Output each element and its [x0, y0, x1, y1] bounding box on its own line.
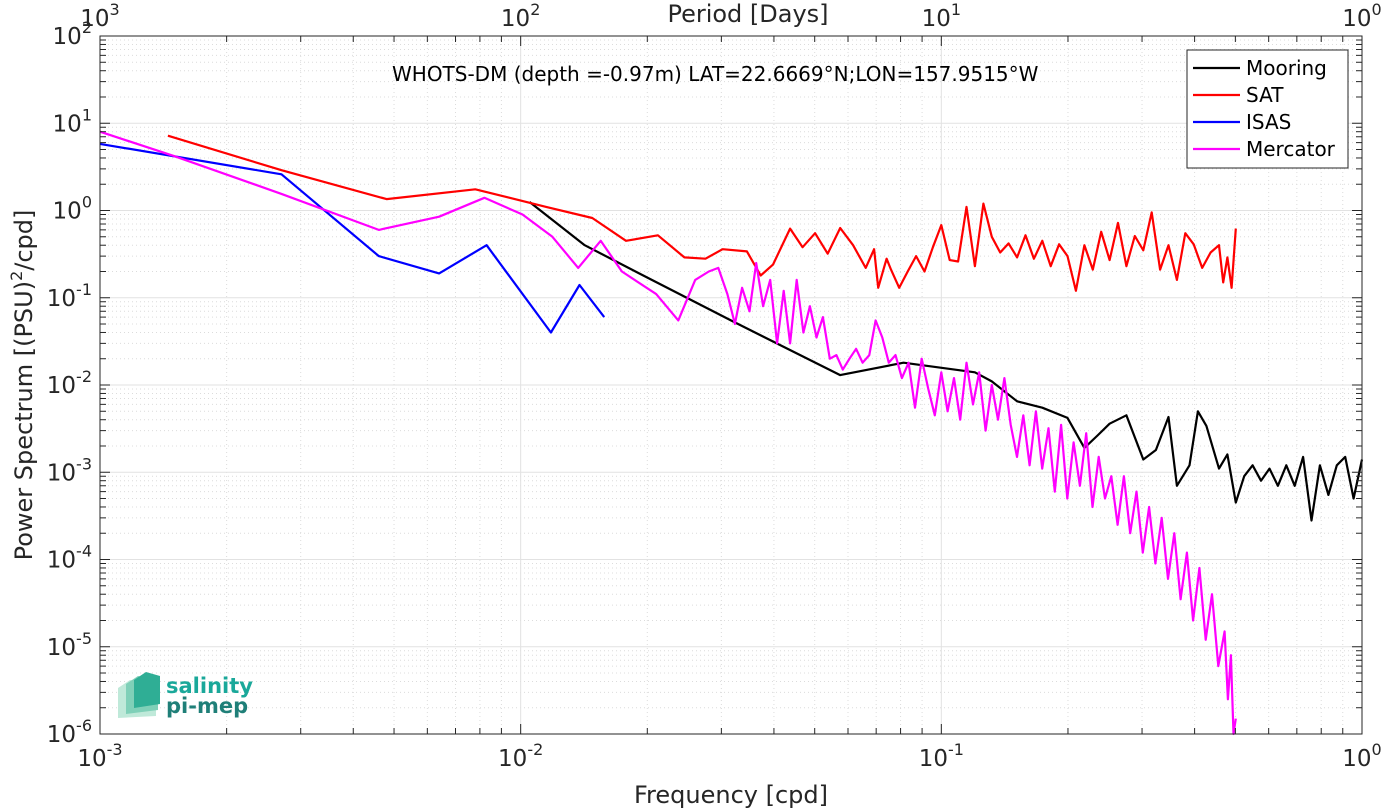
- y-tick-label-exp: 0: [82, 193, 92, 212]
- x-tick-label: 10-2: [498, 740, 543, 772]
- series-line-isas: [99, 142, 606, 334]
- top-tick-label: 102: [501, 0, 540, 32]
- top-tick-label: 100: [1342, 0, 1381, 32]
- legend-items: Mooring SAT ISAS Mercator: [1193, 56, 1336, 161]
- x-tick-label-base: 10: [919, 746, 948, 772]
- y-tick-label: 102: [53, 18, 92, 50]
- series-line-mooring: [528, 201, 1364, 522]
- y-axis-title-tail: /cpd]: [10, 210, 38, 271]
- x-tick-label-base: 10: [1342, 746, 1371, 772]
- y-tick-label-base: 10: [53, 199, 82, 225]
- y-tick-label-exp: 2: [82, 18, 92, 37]
- legend-label-mooring: Mooring: [1246, 56, 1327, 80]
- top-tick-label: 101: [922, 0, 961, 32]
- top-tick-label-base: 10: [922, 6, 951, 32]
- y-axis-title: Power Spectrum [(PSU)2/cpd]: [7, 210, 38, 561]
- y-tick-label-base: 10: [47, 460, 76, 486]
- y-tick-label: 101: [53, 105, 92, 137]
- y-tick-label-base: 10: [53, 111, 82, 137]
- legend: Mooring SAT ISAS Mercator: [1186, 49, 1349, 169]
- tick-marks: [99, 35, 1363, 735]
- y-tick-label-exp: -5: [76, 629, 92, 648]
- y-tick-label: 10-4: [47, 542, 92, 574]
- series-layer: [99, 130, 1364, 736]
- x-tick-label-exp: 0: [1372, 740, 1382, 759]
- y-tick-label-exp: -2: [76, 367, 92, 386]
- x-tick-label: 10-3: [77, 740, 122, 772]
- top-tick-label-base: 10: [80, 6, 109, 32]
- x-axis-title: Frequency [cpd]: [634, 781, 828, 809]
- x-tick-label-exp: -1: [948, 740, 964, 759]
- y-axis-title-sup: 2: [7, 271, 26, 281]
- y-tick-label: 10-2: [47, 367, 92, 399]
- logo-text-pi-mep: pi-mep: [166, 694, 248, 718]
- top-tick-label-base: 10: [501, 6, 530, 32]
- x-tick-label-exp: -2: [527, 740, 543, 759]
- y-tick-label-base: 10: [47, 548, 76, 574]
- y-tick-label-exp: -1: [76, 280, 92, 299]
- y-tick-label: 10-3: [47, 454, 92, 486]
- y-tick-label-base: 10: [47, 286, 76, 312]
- x-tick-label-base: 10: [498, 746, 527, 772]
- x-tick-label: 100: [1342, 740, 1381, 772]
- x-tick-label: 10-1: [919, 740, 964, 772]
- y-axis-title-main: Power Spectrum [(PSU): [10, 281, 38, 560]
- y-tick-label: 100: [53, 193, 92, 225]
- x-tick-label-exp: -3: [107, 740, 123, 759]
- top-axis-title: Period [Days]: [667, 0, 828, 28]
- y-tick-label-base: 10: [53, 24, 82, 50]
- logo-icon: [118, 672, 160, 718]
- y-tick-label-exp: -3: [76, 454, 92, 473]
- series-line-sat: [167, 134, 1237, 292]
- y-tick-label: 10-1: [47, 280, 92, 312]
- y-tick-label-exp: -4: [76, 542, 92, 561]
- y-tick-label-exp: -6: [76, 716, 92, 735]
- x-tick-label-base: 10: [77, 746, 106, 772]
- series-line-mercator: [99, 130, 1237, 736]
- logo-text-salinity: salinity: [166, 674, 253, 698]
- salinity-pi-mep-logo: salinity pi-mep: [118, 672, 253, 718]
- station-annotation: WHOTS-DM (depth =-0.97m) LAT=22.6669°N;L…: [392, 62, 1039, 86]
- y-tick-label: 10-5: [47, 629, 92, 661]
- top-tick-label-exp: 2: [530, 0, 540, 19]
- legend-label-mercator: Mercator: [1246, 137, 1336, 161]
- y-tick-label-base: 10: [47, 635, 76, 661]
- top-tick-label: 103: [80, 0, 119, 32]
- y-tick-label-exp: 1: [82, 105, 92, 124]
- y-tick-label-base: 10: [47, 722, 76, 748]
- legend-label-sat: SAT: [1246, 83, 1284, 107]
- top-tick-label-base: 10: [1342, 6, 1371, 32]
- top-tick-label-exp: 3: [110, 0, 120, 19]
- legend-label-isas: ISAS: [1246, 110, 1291, 134]
- y-tick-label: 10-6: [47, 716, 92, 748]
- top-tick-label-exp: 1: [951, 0, 961, 19]
- top-tick-label-exp: 0: [1372, 0, 1382, 19]
- y-tick-label-base: 10: [47, 373, 76, 399]
